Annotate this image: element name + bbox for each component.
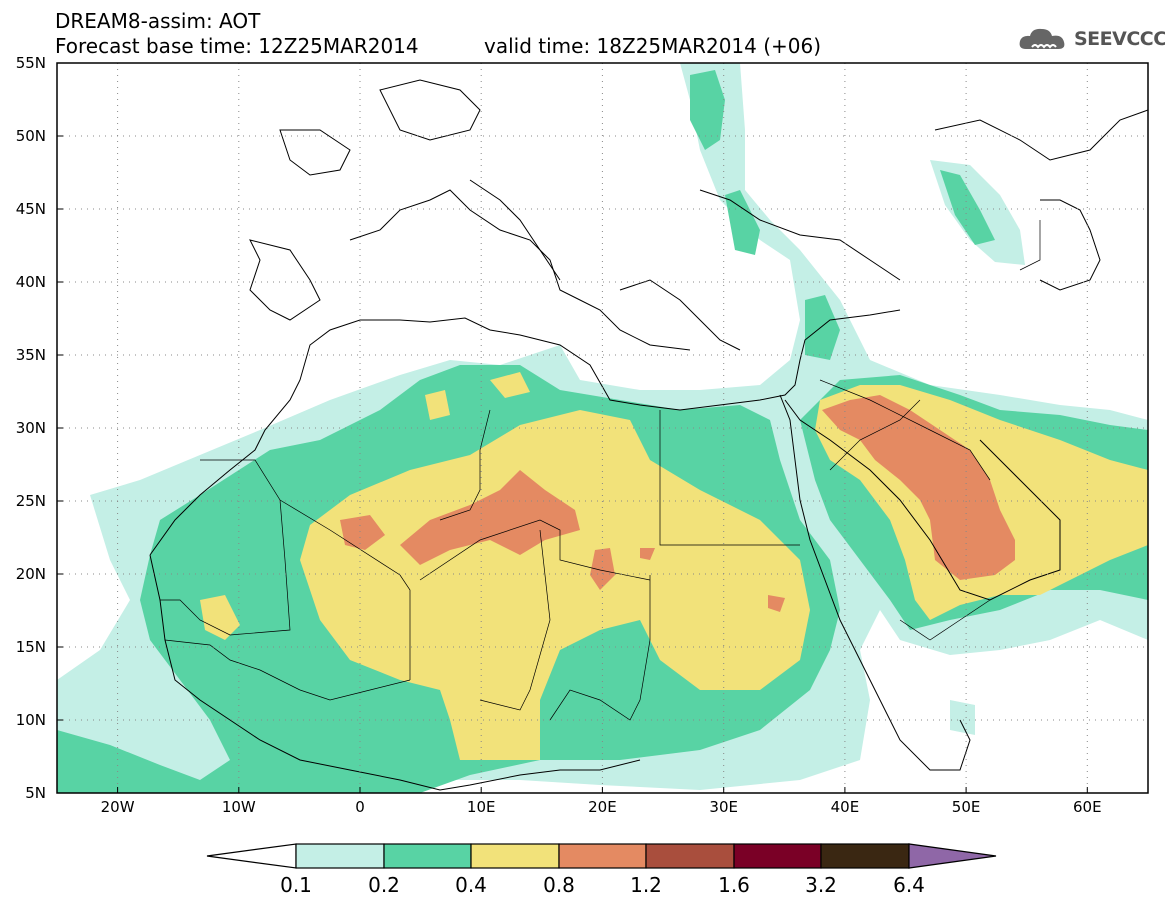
logo-text: SEEVCCC (1074, 28, 1165, 50)
lon-label: 20E (588, 798, 617, 816)
lon-labels: 20W 10W 0 10E 20E 30E 40E 50E 60E (101, 798, 1102, 816)
legend-swatch (295, 843, 385, 869)
base-time-label: Forecast base time: 12Z25MAR2014 (55, 34, 419, 58)
legend-swatch (383, 843, 472, 869)
legend-swatch (645, 843, 735, 869)
lat-label: 35N (16, 346, 46, 364)
lon-label: 50E (952, 798, 981, 816)
tick-marks (57, 62, 1088, 794)
legend-swatch (820, 843, 910, 869)
legend-swatch (558, 843, 647, 869)
lat-label: 45N (16, 200, 46, 218)
seevccc-logo: SEEVCCC (1018, 24, 1165, 54)
legend-swatch (470, 843, 560, 869)
lat-label: 20N (16, 565, 46, 583)
lat-label: 10N (16, 711, 46, 729)
legend-label: 0.2 (368, 873, 400, 897)
valid-time-label: valid time: 18Z25MAR2014 (+06) (484, 34, 822, 58)
legend-label: 0.1 (280, 873, 312, 897)
lon-label: 10W (222, 798, 256, 816)
country-borders (160, 220, 1041, 721)
lat-label: 30N (16, 419, 46, 437)
map-title: DREAM8-assim: AOT (55, 9, 261, 33)
lat-label: 40N (16, 273, 46, 291)
legend-label: 3.2 (805, 873, 837, 897)
lat-label: 25N (16, 492, 46, 510)
legend-labels: 0.1 0.2 0.4 0.8 1.2 1.6 3.2 6.4 (280, 873, 925, 897)
aot-band-0-8 (340, 395, 1015, 612)
legend-label: 1.2 (630, 873, 662, 897)
aot-fields (57, 63, 1148, 793)
legend-label: 0.8 (543, 873, 575, 897)
lat-label: 5N (25, 784, 46, 802)
lon-label: 20W (101, 798, 135, 816)
legend-swatch (206, 843, 297, 869)
lat-label: 50N (16, 127, 46, 145)
lat-label: 15N (16, 638, 46, 656)
lon-label: 30E (709, 798, 738, 816)
lon-label: 0 (355, 798, 365, 816)
lat-label: 55N (16, 54, 46, 72)
coastlines (149, 79, 1148, 791)
legend-label: 6.4 (893, 873, 925, 897)
lon-label: 10E (467, 798, 496, 816)
legend-swatch (733, 843, 822, 869)
color-legend (206, 843, 997, 869)
legend-label: 0.4 (455, 873, 487, 897)
lat-labels: 55N 50N 45N 40N 35N 30N 25N 20N 15N 10N … (16, 54, 46, 802)
lon-label: 60E (1073, 798, 1102, 816)
legend-swatch (908, 843, 997, 869)
legend-label: 1.6 (718, 873, 750, 897)
cloud-logo-icon (1019, 28, 1065, 49)
lon-label: 40E (831, 798, 860, 816)
